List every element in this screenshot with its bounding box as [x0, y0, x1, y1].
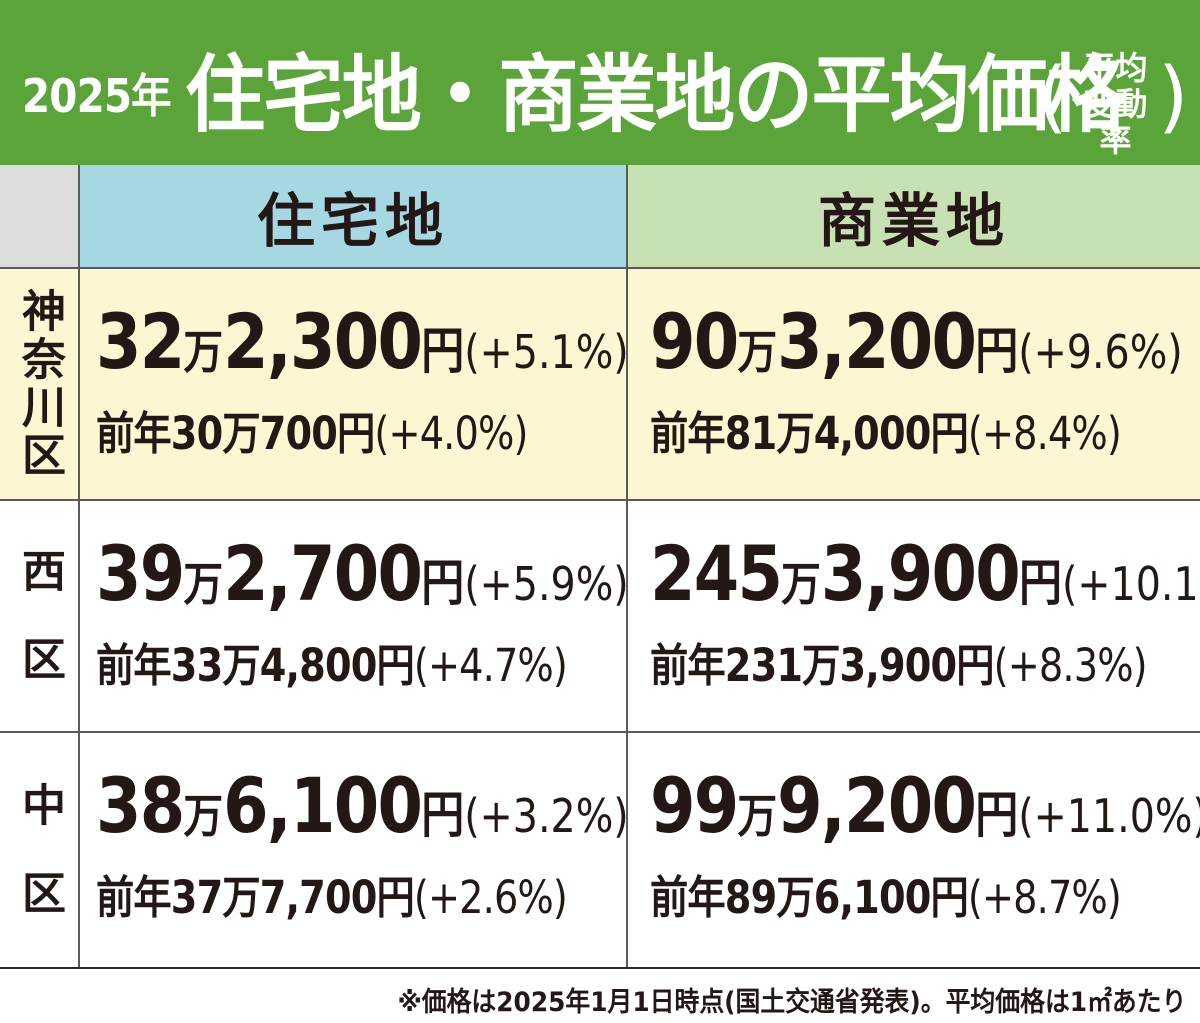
year-label: 2025年 [22, 69, 172, 123]
prev-price: 前年30万700円 [96, 407, 375, 460]
price-change: (+10.1%) [1061, 557, 1200, 611]
corner-cell [0, 165, 78, 267]
price-rest-value: 2,300 [223, 297, 423, 386]
footnote: ※価格は2025年1月1日時点(国土交通省発表)。平均価格は1㎡あたり [397, 987, 1186, 1018]
price-rest-value: 3,200 [777, 297, 977, 386]
price-man-unit: 万 [183, 557, 224, 611]
row-divider [0, 499, 1200, 501]
previous-year-price: 前年231万3,900円(+8.3%) [650, 629, 1148, 694]
price-man-value: 99 [650, 761, 739, 850]
price-man-unit: 万 [183, 325, 224, 379]
previous-year-price: 前年89万6,100円(+8.7%) [650, 861, 1122, 926]
district-label: 西区 [14, 548, 65, 724]
table-row-naka: 中区 38万6,100円(+3.2%) 前年37万7,700円(+2.6%) 9… [0, 733, 1200, 967]
prev-change: (+8.3%) [993, 639, 1148, 692]
price-man-value: 39 [96, 529, 185, 618]
price-change: (+5.1%) [464, 325, 629, 379]
price-rest-value: 6,100 [223, 761, 423, 850]
table-row-kanagawa: 神奈川区 32万2,300円(+5.1%) 前年30万700円(+4.0%) 9… [0, 269, 1200, 499]
column-divider [626, 165, 628, 967]
prev-price: 前年231万3,900円 [650, 639, 994, 692]
previous-year-price: 前年33万4,800円(+4.7%) [96, 629, 568, 694]
note-line-2: 変動率 [1083, 85, 1148, 159]
title-banner: 2025年 住宅地・商業地の平均価格 ( 平均 変動率 ) [0, 0, 1200, 165]
prev-change: (+4.0%) [374, 407, 528, 460]
note-paren-close: ) [1158, 52, 1189, 142]
row-divider [0, 267, 1200, 269]
price-yen-unit: 円 [421, 322, 465, 380]
current-price: 245万3,900円(+10.1%) [650, 529, 1200, 618]
price-yen-unit: 円 [975, 322, 1019, 380]
price-change: (+11.0%) [1018, 789, 1200, 843]
column-divider [78, 165, 80, 967]
price-change: (+3.2%) [464, 789, 629, 843]
price-man-value: 32 [96, 297, 185, 386]
previous-year-price: 前年37万7,700円(+2.6%) [96, 861, 568, 926]
price-yen-unit: 円 [1018, 554, 1062, 612]
residential-price-cell: 39万2,700円(+5.9%) 前年33万4,800円(+4.7%) [96, 501, 629, 731]
current-price: 32万2,300円(+5.1%) [96, 297, 629, 386]
current-price: 39万2,700円(+5.9%) [96, 529, 629, 618]
prev-price: 前年81万4,000円 [650, 407, 969, 460]
current-price: 90万3,200円(+9.6%) [650, 297, 1183, 386]
column-header-commercial: 商業地 [628, 165, 1200, 267]
column-header-residential: 住宅地 [80, 165, 626, 267]
price-man-value: 245 [650, 529, 783, 618]
commercial-price-cell: 99万9,200円(+11.0%) 前年89万6,100円(+8.7%) [650, 733, 1200, 967]
price-yen-unit: 円 [421, 786, 465, 844]
price-man-value: 90 [650, 297, 739, 386]
prev-change: (+2.6%) [413, 871, 568, 924]
prev-price: 前年33万4,800円 [96, 639, 415, 692]
previous-year-price: 前年81万4,000円(+8.4%) [650, 397, 1122, 462]
price-rest-value: 9,200 [777, 761, 977, 850]
price-man-unit: 万 [737, 325, 778, 379]
price-man-unit: 万 [781, 557, 821, 611]
price-man-unit: 万 [737, 789, 778, 843]
residential-price-cell: 38万6,100円(+3.2%) 前年37万7,700円(+2.6%) [96, 733, 629, 967]
commercial-price-cell: 245万3,900円(+10.1%) 前年231万3,900円(+8.3%) [650, 501, 1200, 731]
prev-price: 前年89万6,100円 [650, 871, 969, 924]
current-price: 99万9,200円(+11.0%) [650, 761, 1200, 850]
price-yen-unit: 円 [421, 554, 465, 612]
prev-change: (+4.7%) [413, 639, 568, 692]
price-change: (+5.9%) [464, 557, 629, 611]
price-rest-value: 3,900 [820, 529, 1021, 618]
average-change-note: 平均 変動率 [1068, 50, 1163, 158]
price-table: 住宅地 商業地 神奈川区 32万2,300円(+5.1%) 前年30万700円(… [0, 165, 1200, 969]
row-divider [0, 731, 1200, 733]
note-paren-open: ( [1037, 52, 1068, 142]
price-rest-value: 2,700 [223, 529, 423, 618]
note-line-1: 平均 [1083, 49, 1148, 87]
price-yen-unit: 円 [975, 786, 1019, 844]
price-change: (+9.6%) [1018, 325, 1183, 379]
district-label: 中区 [14, 782, 65, 958]
prev-change: (+8.4%) [967, 407, 1122, 460]
prev-price: 前年37万7,700円 [96, 871, 415, 924]
district-label: 神奈川区 [14, 288, 65, 480]
price-man-unit: 万 [183, 789, 224, 843]
page-title: 住宅地・商業地の平均価格 [185, 46, 1127, 144]
current-price: 38万6,100円(+3.2%) [96, 761, 629, 850]
previous-year-price: 前年30万700円(+4.0%) [96, 397, 528, 462]
price-man-value: 38 [96, 761, 185, 850]
prev-change: (+8.7%) [967, 871, 1122, 924]
table-row-nishi: 西区 39万2,700円(+5.9%) 前年33万4,800円(+4.7%) 2… [0, 501, 1200, 731]
residential-price-cell: 32万2,300円(+5.1%) 前年30万700円(+4.0%) [96, 269, 629, 499]
commercial-price-cell: 90万3,200円(+9.6%) 前年81万4,000円(+8.4%) [650, 269, 1195, 499]
